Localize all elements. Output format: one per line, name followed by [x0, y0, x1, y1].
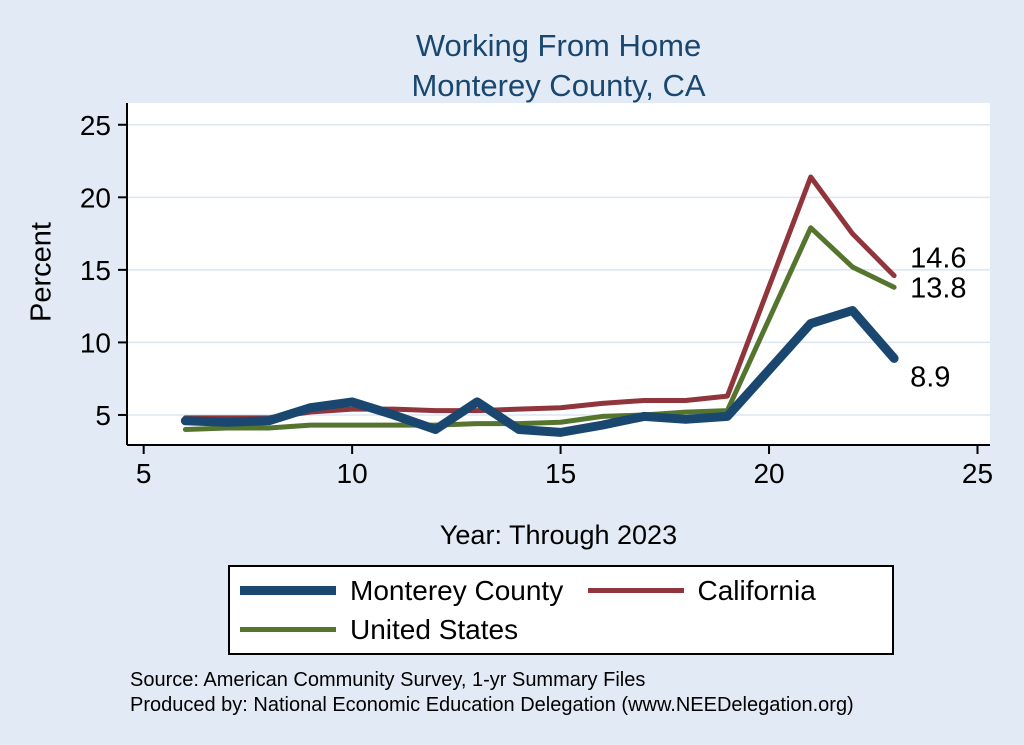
series-line-monterey-county [180, 305, 899, 437]
x-tick-label-20: 20 [753, 458, 784, 486]
end-label-monterey-county: 8.9 [910, 361, 950, 393]
y-tick-label-10: 10 [80, 327, 111, 358]
x-tick-label-15: 15 [545, 458, 576, 486]
x-axis-title: Year: Through 2023 [439, 520, 678, 550]
x-tick-label-10: 10 [337, 458, 368, 486]
chart-title: Working From Home Monterey County, CA [127, 26, 990, 106]
x-tick-label-25: 25 [962, 458, 992, 486]
produced-by-line: Produced by: National Economic Education… [130, 694, 854, 716]
legend-label-california: California [697, 574, 816, 606]
legend-item-us: United States [240, 614, 588, 646]
legend-label-us: United States [350, 613, 519, 645]
y-tick-label-25: 25 [80, 110, 111, 141]
plot-background [127, 103, 990, 445]
chart-plot: 5 10 15 20 25 5 10 15 20 25 13.814.6 8.9 [80, 103, 992, 486]
x-tick-label-5: 5 [136, 458, 152, 486]
y-axis-label: Percent [25, 222, 58, 322]
chart-title-line2: Monterey County, CA [411, 68, 706, 103]
legend-line-us [240, 627, 336, 632]
source-line: Source: American Community Survey, 1-yr … [130, 669, 646, 691]
source-note: Source: American Community Survey, 1-yr … [130, 668, 854, 718]
legend-item-monterey: Monterey County [240, 575, 588, 607]
y-tick-label-15: 15 [80, 255, 111, 286]
legend-label-monterey: Monterey County [350, 574, 564, 606]
chart-title-line1: Working From Home [415, 28, 702, 63]
series-line-united-states [182, 225, 897, 432]
legend: Monterey County California United States [228, 565, 894, 655]
legend-line-monterey [240, 586, 336, 595]
legend-item-california: California [587, 574, 883, 607]
end-label-united-states: 13.8 [910, 272, 966, 304]
end-label-california: 14.6 [910, 243, 966, 275]
legend-line-california [587, 588, 684, 593]
y-tick-label-20: 20 [80, 182, 111, 213]
y-tick-label-5: 5 [95, 400, 111, 431]
